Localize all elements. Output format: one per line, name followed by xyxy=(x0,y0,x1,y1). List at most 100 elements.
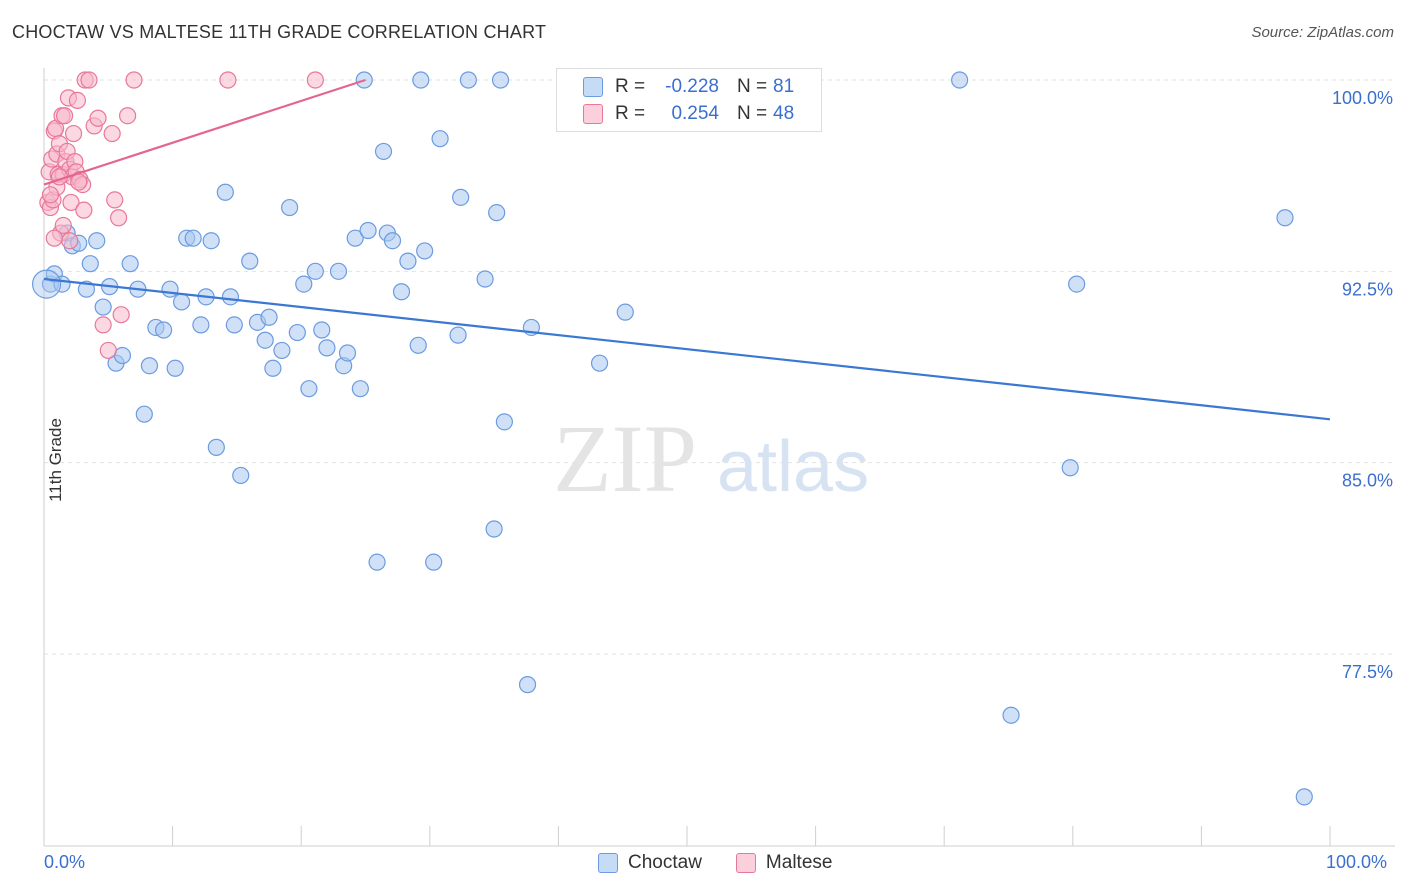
choctaw-point xyxy=(264,359,282,377)
choctaw-point xyxy=(295,275,313,293)
legend-item-choctaw[interactable]: Choctaw xyxy=(598,852,702,874)
maltese-point xyxy=(68,91,87,110)
choctaw-point xyxy=(306,262,324,280)
choctaw-point xyxy=(260,308,278,326)
maltese-point xyxy=(70,173,88,191)
x-tick-left: 0.0% xyxy=(44,852,86,872)
choctaw-point xyxy=(351,380,369,398)
choctaw-point xyxy=(392,283,411,301)
choctaw-point xyxy=(1061,459,1079,477)
choctaw-point xyxy=(449,326,467,344)
choctaw-point xyxy=(135,405,153,423)
choctaw-point xyxy=(318,339,336,357)
watermark-zip: ZIP xyxy=(553,405,697,512)
choctaw-point xyxy=(399,252,417,270)
choctaw-point xyxy=(409,336,427,354)
maltese-point xyxy=(75,201,93,219)
choctaw-point xyxy=(241,252,259,270)
maltese-point xyxy=(103,124,121,143)
n-value: 81 xyxy=(773,76,795,97)
choctaw-swatch xyxy=(583,77,603,97)
choctaw-point xyxy=(374,142,393,161)
choctaw-point xyxy=(1295,788,1313,806)
choctaw-point xyxy=(590,354,609,372)
choctaw-point xyxy=(1276,209,1294,227)
maltese-point xyxy=(94,316,112,334)
maltese-point xyxy=(109,209,128,227)
n-label: N = xyxy=(737,76,768,97)
maltese-point xyxy=(99,341,117,360)
choctaw-point xyxy=(368,553,386,571)
choctaw-point xyxy=(166,359,184,377)
stats-legend: R = -0.228 N = 81 R = 0.254 N = 48 xyxy=(556,68,822,132)
choctaw-point xyxy=(951,71,969,89)
choctaw-point xyxy=(273,341,291,360)
maltese-point xyxy=(89,109,107,127)
maltese-point xyxy=(118,107,137,125)
choctaw-point xyxy=(77,280,96,298)
choctaw-legend-swatch xyxy=(598,853,618,873)
n-label: N = xyxy=(737,103,768,124)
choctaw-point xyxy=(300,380,318,398)
maltese-point xyxy=(54,216,72,235)
choctaw-point xyxy=(94,298,112,316)
choctaw-point xyxy=(359,221,377,240)
maltese-point xyxy=(61,232,79,250)
choctaw-point xyxy=(485,520,503,538)
choctaw-point xyxy=(221,288,240,306)
n-value: 48 xyxy=(773,103,795,124)
choctaw-point xyxy=(495,413,513,431)
choctaw-point xyxy=(256,331,274,349)
choctaw-point xyxy=(412,71,430,89)
grid-layer xyxy=(44,79,1395,655)
choctaw-point xyxy=(161,280,179,298)
choctaw-point xyxy=(488,204,506,222)
legend-label-maltese: Maltese xyxy=(765,852,833,873)
maltese-point xyxy=(112,306,130,324)
choctaw-point xyxy=(383,232,402,250)
choctaw-point xyxy=(88,232,106,250)
choctaw-point xyxy=(202,232,220,250)
choctaw-point xyxy=(288,323,306,342)
legend-item-maltese[interactable]: Maltese xyxy=(735,852,833,874)
choctaw-trend-line xyxy=(43,277,1331,421)
choctaw-point xyxy=(81,255,99,273)
y-tick-label: 100.0% xyxy=(1332,88,1393,108)
maltese-legend-swatch xyxy=(735,853,756,873)
y-axis-label: 11th Grade xyxy=(45,418,65,502)
choctaw-point xyxy=(616,303,634,321)
y-tick-label: 92.5% xyxy=(1342,279,1393,299)
choctaw-point xyxy=(154,321,173,339)
choctaw-point xyxy=(476,270,494,288)
choctaw-point xyxy=(225,316,243,334)
trend-layer xyxy=(43,78,1331,421)
maltese-point xyxy=(106,191,124,209)
maltese-point xyxy=(45,229,63,247)
choctaw-point xyxy=(452,188,470,206)
maltese-point xyxy=(80,71,98,89)
r-value: 0.254 xyxy=(671,103,719,124)
y-tick-label: 77.5% xyxy=(1342,662,1393,682)
chart-source: Source: ZipAtlas.com xyxy=(1251,24,1394,41)
choctaw-point xyxy=(425,553,443,571)
y-tick-label: 85.0% xyxy=(1342,471,1393,491)
maltese-point xyxy=(55,107,74,125)
watermark-atlas: atlas xyxy=(717,427,869,507)
maltese-trend-line xyxy=(43,78,366,186)
choctaw-point xyxy=(491,71,510,89)
legend-label-choctaw: Choctaw xyxy=(628,852,702,873)
r-value: -0.228 xyxy=(665,76,719,97)
chart-title: CHOCTAW VS MALTESE 11TH GRADE CORRELATIO… xyxy=(12,22,547,42)
choctaw-point xyxy=(338,344,357,362)
choctaw-point xyxy=(1068,275,1086,293)
stats-row-choctaw: R = -0.228 N = 81 xyxy=(583,74,794,100)
choctaw-point xyxy=(416,242,434,260)
maltese-point xyxy=(219,71,237,89)
x-tick-right: 100.0% xyxy=(1326,852,1388,872)
choctaw-point xyxy=(140,357,159,375)
choctaw-point xyxy=(121,255,139,273)
r-label: R = xyxy=(615,103,646,124)
choctaw-point xyxy=(31,269,62,299)
choctaw-point xyxy=(346,229,364,247)
